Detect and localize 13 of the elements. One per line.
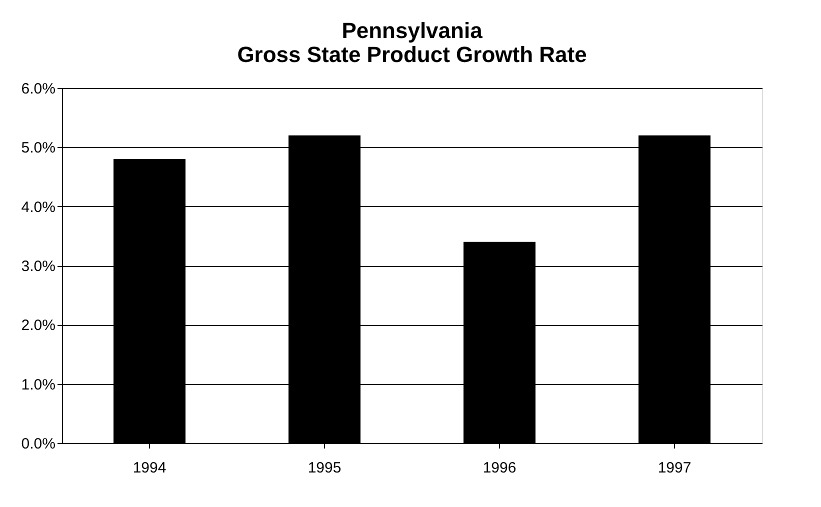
text: Pennsylvania: [342, 18, 482, 43]
y-tick-label: 5.0%: [21, 140, 56, 157]
y-tick-label: 2.0%: [21, 317, 56, 334]
x-tick-label: 1995: [308, 460, 342, 476]
y-tick-label: 0.0%: [21, 436, 56, 452]
y-tick-label: 1.0%: [21, 376, 56, 394]
x-tick-label: 1996: [482, 460, 516, 476]
y-tick-label: 4.0%: [21, 198, 56, 216]
y-tick-label: 6.0%: [21, 80, 56, 98]
text: Gross State Product Growth Rate: [237, 42, 587, 67]
x-tick-label: 1994: [132, 460, 166, 476]
y-tick-label: 3.0%: [21, 258, 56, 275]
x-tick-label: 1997: [658, 460, 692, 476]
